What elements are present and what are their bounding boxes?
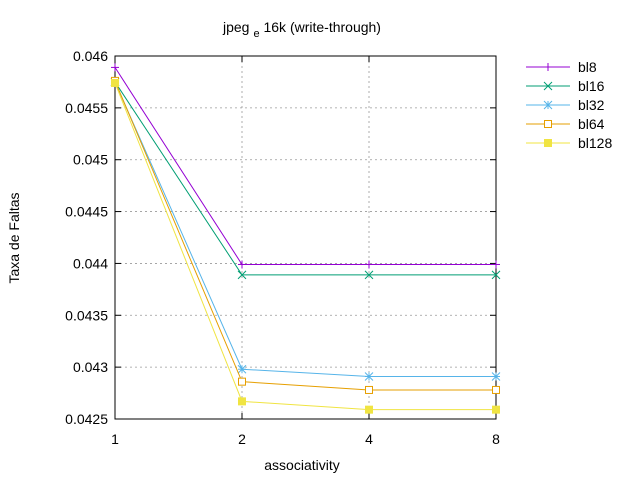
data-point-bl128 bbox=[365, 405, 373, 414]
data-point-bl128 bbox=[238, 397, 246, 406]
data-point-bl32-stroke bbox=[491, 372, 501, 381]
legend-item-bl16: bl16 bbox=[526, 78, 605, 94]
chart-title-subscript: e bbox=[253, 28, 259, 40]
series-line-bl64 bbox=[114, 80, 496, 391]
legend-item-bl8: bl8 bbox=[526, 59, 597, 75]
legend-item-bl32: bl32 bbox=[526, 97, 605, 113]
data-point-bl128-shape bbox=[492, 405, 500, 414]
data-point-bl32-stroke bbox=[237, 364, 247, 374]
x-axis-label: associativity bbox=[264, 457, 339, 473]
data-point-bl16-stroke bbox=[491, 270, 501, 280]
data-point-bl16-stroke bbox=[364, 270, 374, 280]
series-line-bl32 bbox=[114, 81, 496, 377]
legend-label-bl16: bl16 bbox=[578, 78, 605, 94]
y-tick-label: 0.0445 bbox=[65, 204, 108, 220]
legend-marker-bl8 bbox=[544, 63, 552, 71]
series-line-bl128 bbox=[114, 82, 496, 411]
series-line-bl16 bbox=[114, 81, 496, 276]
chart-title-rest: 16k (write-through) bbox=[260, 19, 381, 35]
data-point-bl128-shape bbox=[111, 78, 119, 87]
legend-marker-bl32-stroke bbox=[543, 100, 553, 110]
legend-label-bl64: bl64 bbox=[578, 116, 605, 132]
data-point-bl32 bbox=[491, 372, 501, 381]
data-point-bl64 bbox=[238, 377, 246, 386]
x-tick-label: 2 bbox=[238, 431, 246, 447]
data-point-bl128 bbox=[111, 78, 119, 87]
series-bl8 bbox=[111, 63, 500, 269]
data-point-bl32 bbox=[237, 364, 247, 374]
data-point-bl16 bbox=[364, 270, 374, 280]
legend: bl8 bl16 bl32 bl64 bl128 bbox=[526, 59, 612, 151]
y-tick-label: 0.046 bbox=[73, 48, 108, 64]
x-tick-label: 1 bbox=[111, 431, 119, 447]
data-point-bl16 bbox=[237, 270, 247, 280]
x-tick-label: 4 bbox=[365, 431, 373, 447]
y-tick-label: 0.043 bbox=[73, 359, 108, 375]
x-tick-label: 8 bbox=[492, 431, 500, 447]
legend-marker-bl128-shape bbox=[544, 139, 552, 147]
series-line-bl8 bbox=[114, 67, 496, 265]
data-point-bl8 bbox=[111, 63, 119, 72]
y-tick-label: 0.0425 bbox=[65, 411, 108, 427]
y-tick-label: 0.0455 bbox=[65, 100, 108, 116]
legend-label-bl8: bl8 bbox=[578, 59, 597, 75]
data-point-bl128 bbox=[492, 405, 500, 414]
series-layer bbox=[110, 63, 501, 414]
legend-item-bl64: bl64 bbox=[526, 116, 605, 132]
series-bl32 bbox=[110, 77, 501, 381]
legend-label-bl32: bl32 bbox=[578, 97, 605, 113]
data-point-bl32 bbox=[364, 372, 374, 381]
data-point-bl64-shape bbox=[492, 385, 500, 394]
data-point-bl64 bbox=[365, 385, 373, 394]
legend-marker-bl64-shape bbox=[544, 120, 552, 128]
grid bbox=[115, 56, 496, 419]
data-point-bl64-shape bbox=[238, 377, 246, 386]
data-point-bl32-stroke bbox=[364, 372, 374, 381]
data-point-bl64 bbox=[492, 385, 500, 394]
data-point-bl128-shape bbox=[365, 405, 373, 414]
data-point-bl16 bbox=[491, 270, 501, 280]
axis-ticks: 0.0425 0.043 0.0435 0.044 0.0445 0.045 0.0455 0… bbox=[65, 48, 500, 447]
chart-title-main: jpeg bbox=[222, 19, 249, 35]
y-tick-label: 0.045 bbox=[73, 152, 108, 168]
legend-marker-bl32 bbox=[543, 100, 553, 110]
data-point-bl128-shape bbox=[238, 397, 246, 406]
legend-label-bl128: bl128 bbox=[578, 135, 612, 151]
legend-marker-bl16-stroke bbox=[543, 81, 553, 91]
data-point-bl8 bbox=[365, 260, 373, 269]
y-axis-label: Taxa de Faltas bbox=[6, 192, 22, 283]
data-point-bl8 bbox=[492, 260, 500, 269]
data-point-bl64-shape bbox=[365, 385, 373, 394]
series-bl128 bbox=[111, 78, 500, 414]
chart-title: jpeg e 16k (write-through) bbox=[222, 19, 381, 40]
y-tick-label: 0.0435 bbox=[65, 307, 108, 323]
legend-marker-bl64 bbox=[544, 120, 552, 128]
legend-marker-bl16 bbox=[543, 81, 553, 91]
data-point-bl8 bbox=[238, 260, 246, 269]
legend-marker-bl128 bbox=[544, 139, 552, 147]
y-tick-label: 0.044 bbox=[73, 255, 108, 271]
legend-item-bl128: bl128 bbox=[526, 135, 612, 151]
plot-area-border bbox=[114, 55, 497, 420]
series-bl64 bbox=[111, 76, 500, 394]
data-point-bl16-stroke bbox=[237, 270, 247, 280]
